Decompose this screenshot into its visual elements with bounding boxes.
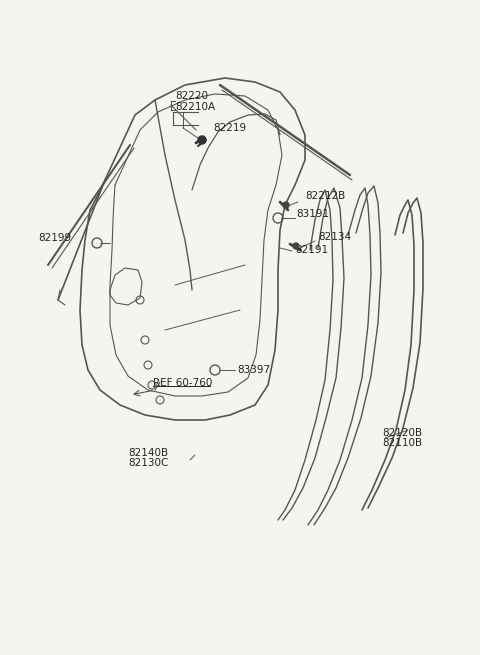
Text: 82210A: 82210A	[175, 102, 215, 112]
Text: REF 60-760: REF 60-760	[153, 378, 212, 388]
Text: 82130C: 82130C	[128, 458, 168, 468]
Text: 82110B: 82110B	[382, 438, 422, 448]
Text: 83191: 83191	[296, 209, 329, 219]
Circle shape	[283, 202, 289, 208]
Text: 82220: 82220	[175, 91, 208, 101]
Text: 83397: 83397	[237, 365, 270, 375]
Circle shape	[293, 243, 299, 249]
Text: 82219: 82219	[213, 123, 246, 133]
Text: 82191: 82191	[295, 245, 328, 255]
Text: 82134: 82134	[318, 232, 351, 242]
Text: 82212B: 82212B	[305, 191, 345, 201]
Text: 82140B: 82140B	[128, 448, 168, 458]
Circle shape	[198, 136, 206, 144]
Text: 82120B: 82120B	[382, 428, 422, 438]
Text: 82199: 82199	[38, 233, 71, 243]
